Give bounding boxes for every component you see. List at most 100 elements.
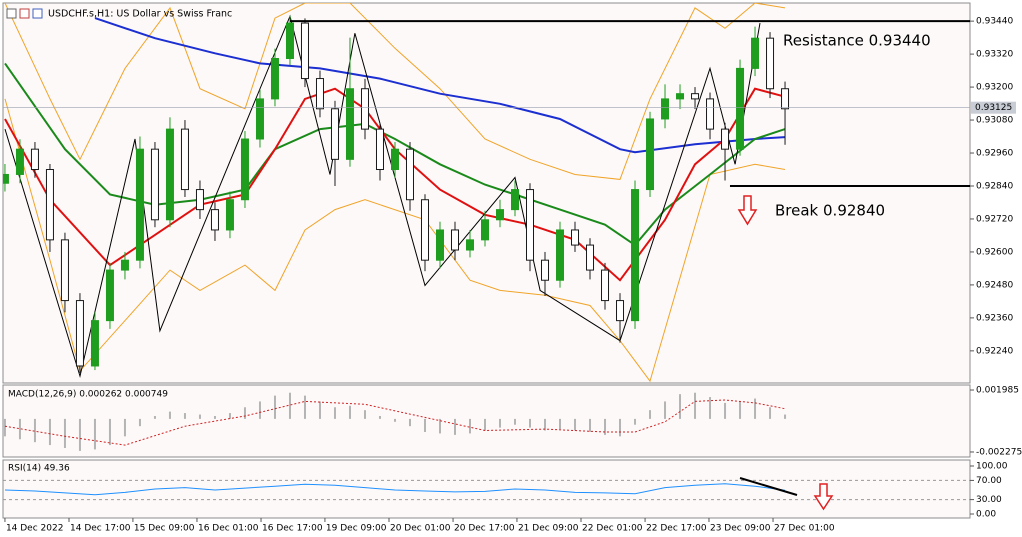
y-tick-label: 0.92240 bbox=[976, 346, 1013, 356]
macd-bar bbox=[33, 418, 36, 443]
y-tick-label: 0.92480 bbox=[976, 280, 1013, 290]
macd-bar bbox=[709, 397, 712, 419]
x-tick-label: 27 Dec 01:00 bbox=[774, 524, 835, 534]
rsi-title: RSI(14) 49.36 bbox=[8, 464, 70, 474]
x-tick-label: 23 Dec 09:00 bbox=[710, 524, 771, 534]
candle-body bbox=[375, 128, 384, 171]
macd-bar bbox=[108, 418, 111, 446]
y-tick-label: 0.93080 bbox=[976, 116, 1013, 126]
candle-body bbox=[661, 98, 670, 120]
macd-bar bbox=[138, 418, 141, 427]
macd-bar bbox=[529, 418, 532, 428]
x-tick-label: 22 Dec 17:00 bbox=[646, 524, 707, 534]
y-tick-label: 0.93440 bbox=[976, 17, 1013, 27]
main-panel bbox=[2, 2, 971, 384]
indicator-line bbox=[4, 399, 786, 446]
candle-body bbox=[3, 173, 9, 184]
macd-bar bbox=[243, 407, 246, 419]
macd-bar bbox=[694, 392, 697, 419]
y-tick-label: -0.002275 bbox=[976, 447, 1022, 457]
y-tick-label: 0.92360 bbox=[976, 313, 1013, 323]
x-tick-label: 21 Dec 09:00 bbox=[518, 524, 579, 534]
macd-bar bbox=[333, 407, 336, 419]
x-tick-label: 20 Dec 01:00 bbox=[390, 524, 451, 534]
candle-body bbox=[330, 108, 339, 160]
annotation: Break 0.92840 bbox=[775, 202, 885, 220]
candle-body bbox=[315, 78, 324, 110]
candle-body bbox=[450, 229, 459, 251]
trend-line bbox=[739, 477, 798, 496]
annotation: Resistance 0.93440 bbox=[783, 32, 931, 50]
down-arrow bbox=[813, 483, 834, 511]
x-tick-label: 16 Dec 17:00 bbox=[262, 524, 323, 534]
candle-body bbox=[526, 189, 535, 261]
x-tick-label: 15 Dec 09:00 bbox=[134, 524, 195, 534]
candle-body bbox=[360, 88, 369, 130]
candle-body bbox=[556, 229, 565, 281]
candle-body bbox=[180, 128, 189, 191]
candle-body bbox=[345, 88, 354, 160]
candle-body bbox=[255, 98, 264, 140]
y-tick-label: 0.92840 bbox=[976, 181, 1013, 191]
candle-body bbox=[781, 88, 790, 110]
macd-bar bbox=[63, 418, 66, 448]
y-tick-label: 0.93200 bbox=[976, 83, 1013, 93]
macd-plot bbox=[3, 392, 787, 451]
y-tick-label: 0.93320 bbox=[976, 50, 1013, 60]
macd-bar bbox=[784, 414, 787, 419]
macd-bar bbox=[468, 418, 471, 434]
macd-bar bbox=[198, 414, 201, 419]
macd-bar bbox=[168, 411, 171, 419]
macd-bar bbox=[544, 418, 547, 431]
x-tick-label: 22 Dec 01:00 bbox=[582, 524, 643, 534]
candle-body bbox=[571, 229, 580, 246]
candle-body bbox=[766, 37, 775, 90]
x-tick-label: 20 Dec 17:00 bbox=[454, 524, 515, 534]
macd-bar bbox=[363, 410, 366, 419]
title-icons bbox=[6, 8, 43, 19]
candle-body bbox=[676, 93, 685, 100]
y-tick-label: 0.92720 bbox=[976, 214, 1013, 224]
macd-bar bbox=[93, 418, 96, 450]
macd-bar bbox=[48, 418, 51, 446]
macd-bar bbox=[499, 418, 502, 428]
candle-body bbox=[390, 148, 399, 171]
macd-bar bbox=[318, 401, 321, 419]
macd-bar bbox=[483, 418, 486, 431]
candle-body bbox=[420, 199, 429, 261]
indicator-line bbox=[4, 98, 786, 383]
macd-bar bbox=[258, 401, 261, 419]
macd-bar bbox=[183, 413, 186, 419]
y-tick-label: 0.00 bbox=[976, 510, 996, 520]
macd-bar bbox=[213, 415, 216, 419]
candle-body bbox=[541, 259, 550, 281]
candle-body bbox=[631, 189, 640, 322]
macd-bar bbox=[559, 418, 562, 430]
candle-body bbox=[691, 93, 700, 100]
macd-panel bbox=[2, 384, 971, 458]
candle-body bbox=[405, 148, 414, 201]
candle-body bbox=[120, 259, 129, 271]
x-tick-label: 19 Dec 09:00 bbox=[326, 524, 387, 534]
y-tick-label: 70.00 bbox=[976, 476, 1002, 486]
candle-body bbox=[751, 37, 760, 69]
macd-bar bbox=[393, 418, 396, 422]
icon bbox=[6, 8, 17, 19]
candle-body bbox=[465, 239, 474, 251]
rsi-plot bbox=[3, 477, 970, 501]
indicator-line bbox=[4, 3, 786, 180]
macd-title: MACD(12,26,9) 0.000262 0.000749 bbox=[8, 390, 168, 400]
macd-bar bbox=[649, 410, 652, 419]
candle-body bbox=[195, 189, 204, 211]
x-tick-label: 14 Dec 2022 bbox=[6, 524, 64, 534]
macd-bar bbox=[679, 394, 682, 419]
macd-bar bbox=[769, 407, 772, 419]
main-plot bbox=[3, 3, 970, 383]
candle-body bbox=[135, 148, 144, 261]
macd-bar bbox=[754, 398, 757, 419]
macd-bar bbox=[153, 415, 156, 419]
candle-body bbox=[15, 148, 24, 175]
candle-body bbox=[646, 118, 655, 191]
